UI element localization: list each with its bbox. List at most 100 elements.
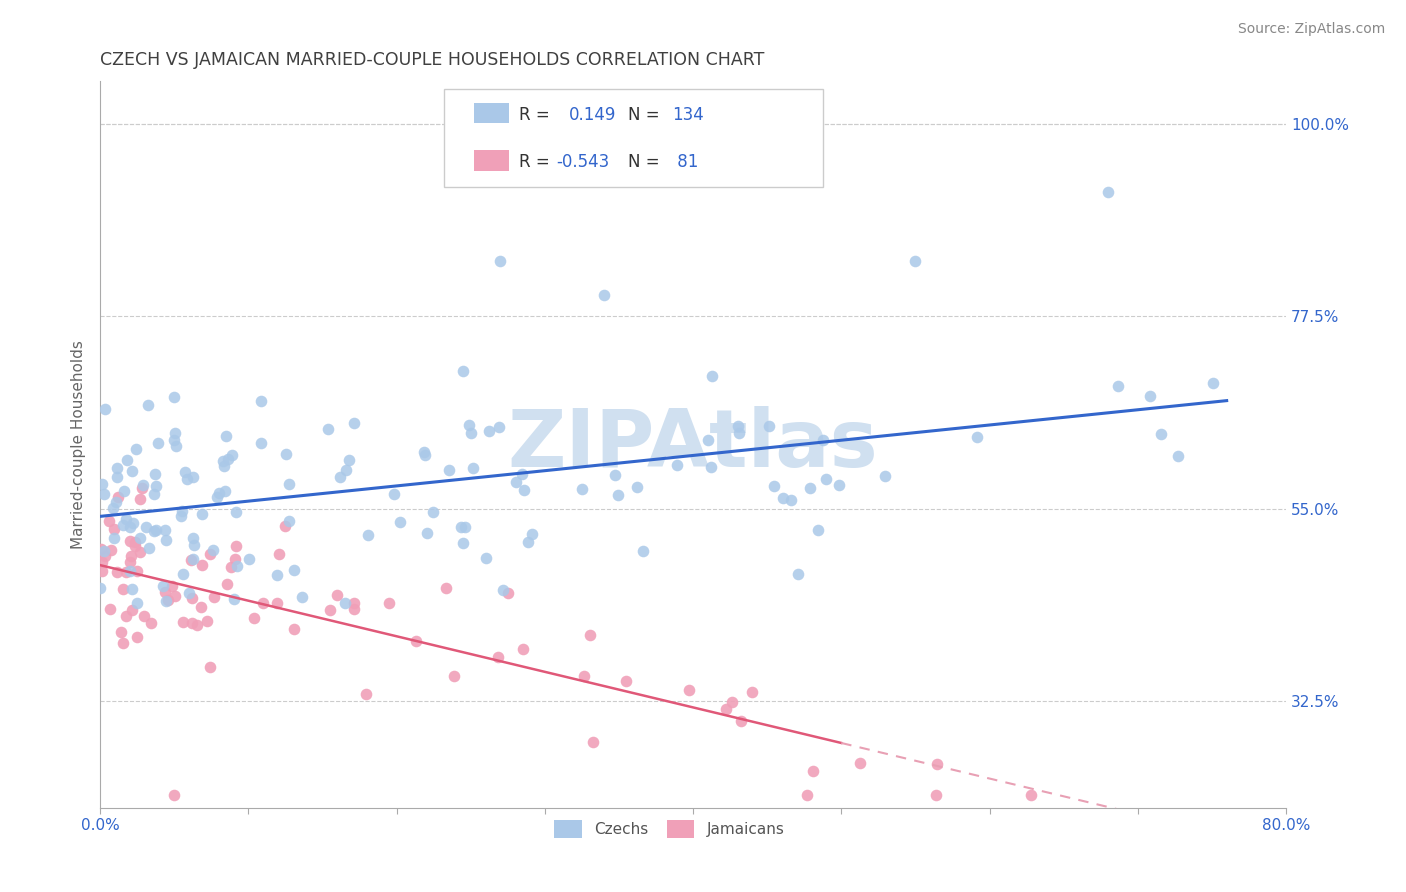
Point xyxy=(333,596,356,610)
Point xyxy=(796,788,818,802)
Point xyxy=(633,544,655,558)
Point xyxy=(454,519,477,533)
Point xyxy=(111,636,134,650)
Point xyxy=(343,417,366,431)
Point xyxy=(343,596,366,610)
Point xyxy=(145,478,167,492)
Point xyxy=(89,581,111,595)
Point xyxy=(190,600,212,615)
Point xyxy=(163,390,186,404)
Point xyxy=(460,425,482,440)
Point xyxy=(405,634,427,648)
Text: CZECH VS JAMAICAN MARRIED-COUPLE HOUSEHOLDS CORRELATION CHART: CZECH VS JAMAICAN MARRIED-COUPLE HOUSEHO… xyxy=(100,51,765,69)
Point xyxy=(105,461,128,475)
Point xyxy=(97,515,120,529)
Point xyxy=(274,519,297,533)
Point xyxy=(329,469,352,483)
Point xyxy=(112,484,135,499)
Point xyxy=(966,430,988,444)
Point xyxy=(422,505,444,519)
Point xyxy=(165,589,187,603)
Point xyxy=(120,534,142,549)
Point xyxy=(124,535,146,549)
Point xyxy=(115,609,138,624)
Point xyxy=(90,555,112,569)
Point xyxy=(219,559,242,574)
Point xyxy=(716,702,738,716)
Point xyxy=(221,449,243,463)
Point xyxy=(443,669,465,683)
Text: 81: 81 xyxy=(672,153,697,171)
Point xyxy=(174,466,197,480)
Text: 134: 134 xyxy=(672,106,703,124)
Point xyxy=(198,659,221,673)
Point xyxy=(787,566,810,581)
Point xyxy=(458,418,481,433)
Point xyxy=(492,582,515,597)
Point xyxy=(488,420,510,434)
Point xyxy=(195,614,218,628)
Point xyxy=(579,628,602,642)
Point xyxy=(498,585,520,599)
Point xyxy=(180,615,202,630)
Point xyxy=(721,695,744,709)
Point xyxy=(354,687,377,701)
Point xyxy=(105,470,128,484)
Point xyxy=(101,500,124,515)
Point xyxy=(90,477,112,491)
Point xyxy=(238,552,260,566)
Text: N =: N = xyxy=(628,153,659,171)
Point xyxy=(143,524,166,538)
Point xyxy=(145,523,167,537)
Point xyxy=(277,514,299,528)
Point xyxy=(335,463,357,477)
Point xyxy=(198,547,221,561)
Point xyxy=(208,486,231,500)
Point xyxy=(121,516,143,530)
Point xyxy=(772,491,794,505)
Point xyxy=(450,520,472,534)
Point xyxy=(172,567,194,582)
Text: 0.149: 0.149 xyxy=(568,106,616,124)
Text: R =: R = xyxy=(519,106,550,124)
Point xyxy=(875,469,897,483)
Point xyxy=(389,515,412,529)
Point xyxy=(183,531,205,545)
Text: R =: R = xyxy=(519,153,550,171)
Point xyxy=(451,536,474,550)
Point xyxy=(181,552,204,566)
Point xyxy=(170,508,193,523)
Point xyxy=(666,458,689,472)
Point xyxy=(730,714,752,728)
Point xyxy=(179,586,201,600)
Point xyxy=(211,454,233,468)
Point xyxy=(727,426,749,441)
Point xyxy=(136,398,159,412)
Legend: Czechs, Jamaicans: Czechs, Jamaicans xyxy=(548,814,790,844)
Point xyxy=(111,517,134,532)
Point xyxy=(98,602,121,616)
Text: N =: N = xyxy=(628,106,659,124)
Point xyxy=(225,559,247,574)
Point xyxy=(170,504,193,518)
Point xyxy=(607,488,630,502)
Point xyxy=(700,460,723,475)
Point xyxy=(125,630,148,644)
Point xyxy=(250,436,273,450)
Point xyxy=(180,591,202,605)
Point xyxy=(807,523,830,537)
Point xyxy=(155,533,177,548)
Point xyxy=(343,602,366,616)
Point xyxy=(118,555,141,569)
Point xyxy=(146,435,169,450)
Point xyxy=(520,527,543,541)
Point xyxy=(283,622,305,636)
Point xyxy=(758,418,780,433)
Point xyxy=(214,484,236,499)
Point xyxy=(118,565,141,579)
Point xyxy=(201,543,224,558)
Point xyxy=(486,650,509,665)
Point xyxy=(121,582,143,596)
Point xyxy=(274,447,297,461)
Point xyxy=(1139,389,1161,403)
